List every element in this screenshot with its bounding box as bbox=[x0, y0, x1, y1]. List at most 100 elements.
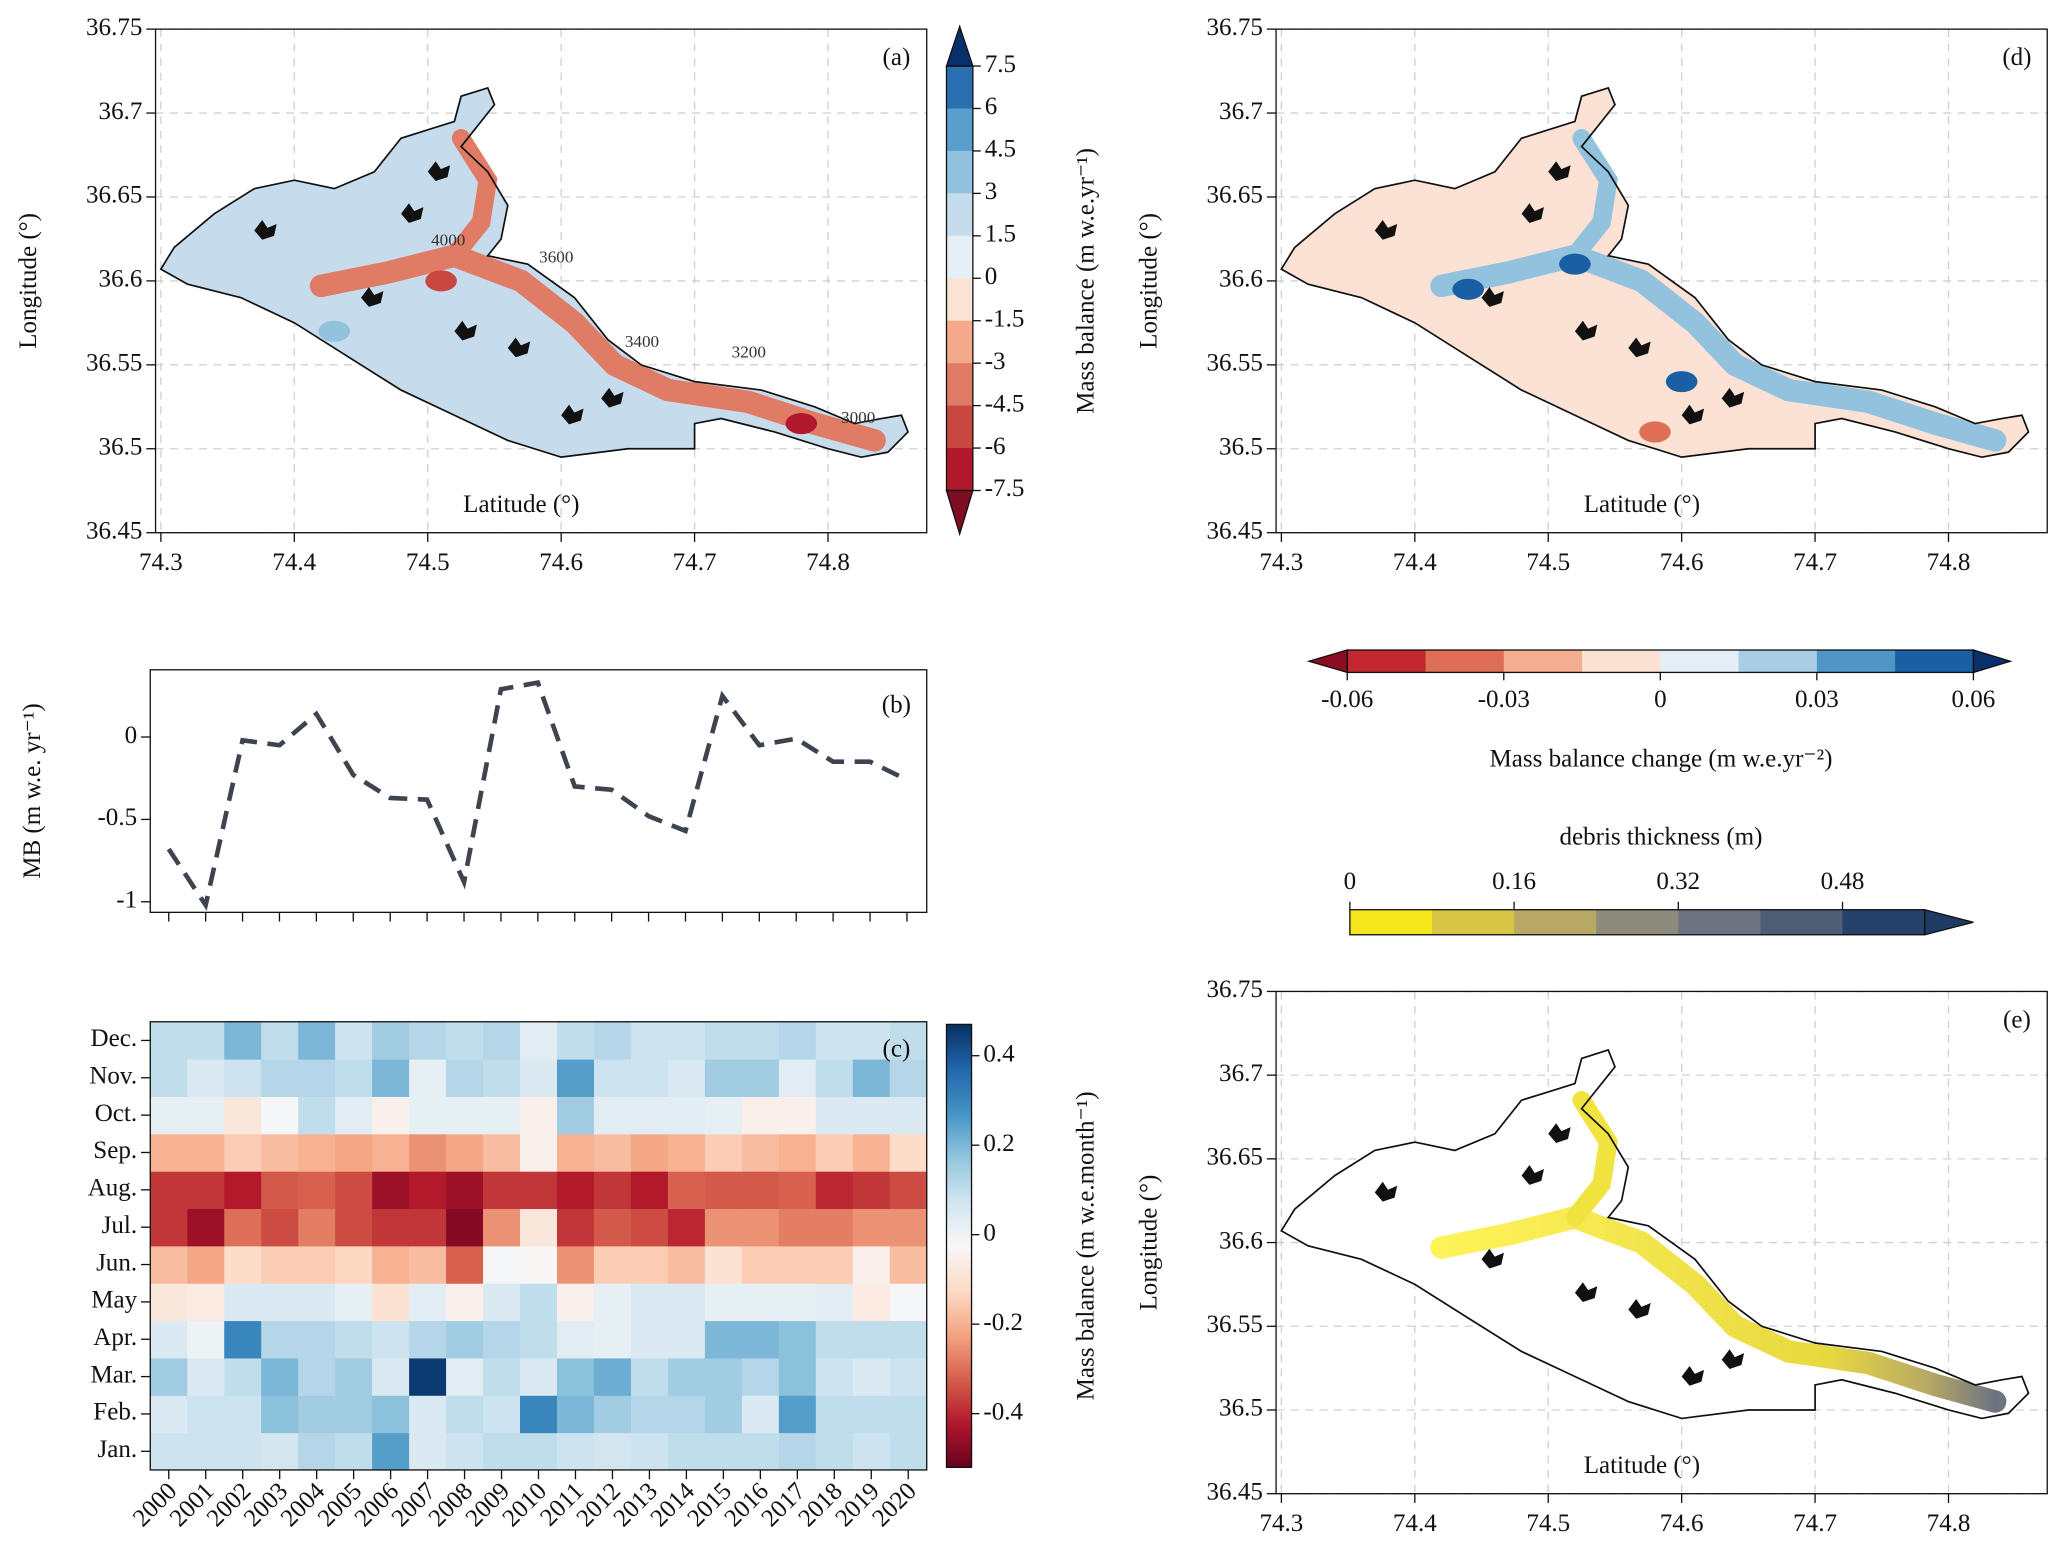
x-tick-label: 74.7 bbox=[1793, 549, 1837, 576]
heatmap-cell bbox=[298, 1245, 336, 1284]
y-axis-label: Longitude (°) bbox=[1136, 1175, 1163, 1311]
heatmap-cell bbox=[852, 1245, 891, 1284]
colorbar-tick-label: 0.06 bbox=[1951, 686, 1995, 713]
heatmap-cell bbox=[741, 1059, 780, 1097]
y-tick-label: Mar. bbox=[91, 1361, 138, 1388]
heatmap-cell bbox=[446, 1320, 484, 1359]
heatmap-cell bbox=[187, 1059, 225, 1097]
panel-label: (a) bbox=[883, 44, 911, 71]
colorbar-bin bbox=[1660, 650, 1740, 673]
colorbar-tick-label: 0 bbox=[1344, 868, 1357, 895]
y-tick-label: Oct. bbox=[95, 1100, 137, 1127]
y-tick-label: 36.65 bbox=[1207, 182, 1263, 209]
heatmap-cell bbox=[889, 1395, 928, 1434]
heatmap-cell bbox=[852, 1320, 891, 1359]
y-tick-label: 36.55 bbox=[1207, 1311, 1263, 1338]
heatmap-cell bbox=[150, 1395, 188, 1434]
heatmap-cell bbox=[852, 1021, 891, 1060]
heatmap-cell bbox=[409, 1395, 447, 1434]
heatmap-cell bbox=[630, 1021, 669, 1060]
x-tick-label: 74.6 bbox=[539, 549, 583, 576]
heatmap-cell bbox=[778, 1021, 817, 1060]
heatmap-cell bbox=[187, 1357, 225, 1396]
heatmap-cell bbox=[704, 1133, 743, 1172]
heatmap-cell bbox=[187, 1432, 225, 1471]
heatmap-cell bbox=[446, 1096, 484, 1135]
heatmap-cell bbox=[741, 1245, 780, 1284]
debris-rock bbox=[1481, 287, 1504, 307]
heatmap-cell bbox=[483, 1395, 521, 1434]
heatmap-cell bbox=[852, 1208, 891, 1247]
heatmap-cell bbox=[372, 1059, 410, 1097]
heatmap-cell bbox=[704, 1059, 743, 1097]
heatmap-cell bbox=[815, 1320, 854, 1359]
heatmap-cell bbox=[224, 1357, 262, 1396]
heatmap-cell bbox=[593, 1245, 632, 1284]
heatmap-cell bbox=[778, 1096, 817, 1135]
glacier-patch bbox=[1639, 421, 1671, 443]
x-tick-label: 74.5 bbox=[1526, 1510, 1570, 1537]
heatmap-cell bbox=[704, 1245, 743, 1284]
heatmap-cell bbox=[889, 1245, 928, 1284]
colorbar-tick-label: 1.5 bbox=[985, 221, 1016, 248]
heatmap-cell bbox=[409, 1059, 447, 1097]
colorbar-bin bbox=[946, 277, 973, 321]
colorbar-bin bbox=[946, 320, 973, 364]
colorbar-frame bbox=[945, 1023, 973, 1468]
heatmap-cell bbox=[446, 1059, 484, 1097]
x-tick-label: 74.6 bbox=[1660, 1510, 1704, 1537]
heatmap-cell bbox=[520, 1171, 558, 1210]
heatmap-cell bbox=[852, 1357, 891, 1396]
glacier-outline bbox=[1280, 1048, 2030, 1420]
heatmap-cell bbox=[667, 1171, 706, 1210]
glacier-patch bbox=[1665, 371, 1698, 393]
colorbar-bin bbox=[1842, 909, 1926, 935]
heatmap-cell bbox=[889, 1133, 928, 1172]
heatmap-cell bbox=[224, 1245, 262, 1284]
heatmap-cell bbox=[593, 1021, 632, 1060]
heatmap-cell bbox=[187, 1395, 225, 1434]
heatmap-cell bbox=[446, 1171, 484, 1210]
colorbar-bin bbox=[946, 192, 973, 236]
colorbar-bin bbox=[1425, 650, 1505, 673]
heatmap-cell bbox=[556, 1208, 595, 1247]
heatmap-cell bbox=[298, 1320, 336, 1359]
y-tick-label: Jun. bbox=[96, 1249, 137, 1276]
heatmap-cell bbox=[704, 1357, 743, 1396]
colorbar-tick-label: 0.4 bbox=[983, 1040, 1015, 1067]
y-tick-label: Sep. bbox=[93, 1137, 137, 1164]
heatmap-cell bbox=[556, 1320, 595, 1359]
heatmap-cell bbox=[335, 1021, 373, 1060]
debris-rock bbox=[1628, 337, 1651, 358]
mb-line bbox=[166, 680, 908, 911]
heatmap-cell bbox=[630, 1395, 669, 1434]
colorbar-tick-label: 6 bbox=[985, 93, 998, 120]
debris-rock bbox=[1374, 220, 1398, 240]
heatmap-cell bbox=[704, 1171, 743, 1210]
heatmap-cell bbox=[483, 1059, 521, 1097]
y-tick-label: -1 bbox=[116, 887, 137, 914]
heatmap-cell bbox=[261, 1395, 299, 1434]
heatmap-cell bbox=[298, 1432, 336, 1471]
heatmap-cell bbox=[593, 1133, 632, 1172]
heatmap-cell bbox=[520, 1320, 558, 1359]
glacier-patch bbox=[318, 320, 351, 342]
glacier-patch bbox=[425, 270, 457, 292]
colorbar-bin bbox=[946, 65, 973, 109]
debris-rock bbox=[1374, 1181, 1398, 1202]
debris-rock bbox=[1574, 1282, 1598, 1303]
heatmap-cell bbox=[630, 1096, 669, 1135]
colorbar-tick-label: 0 bbox=[1654, 686, 1667, 713]
heatmap-cell bbox=[150, 1357, 188, 1396]
heatmap-cell bbox=[556, 1245, 595, 1284]
y-tick-label: 36.6 bbox=[1219, 1227, 1263, 1254]
colorbar-bin bbox=[1596, 909, 1679, 935]
heatmap-cell bbox=[704, 1021, 743, 1060]
heatmap-cell bbox=[483, 1208, 521, 1247]
y-tick-label: 36.7 bbox=[1219, 98, 1263, 125]
heatmap-cell bbox=[630, 1245, 669, 1284]
heatmap-cell bbox=[704, 1283, 743, 1322]
contour-label: 3400 bbox=[625, 332, 659, 351]
heatmap-cell bbox=[298, 1208, 336, 1247]
heatmap-cell bbox=[335, 1320, 373, 1359]
